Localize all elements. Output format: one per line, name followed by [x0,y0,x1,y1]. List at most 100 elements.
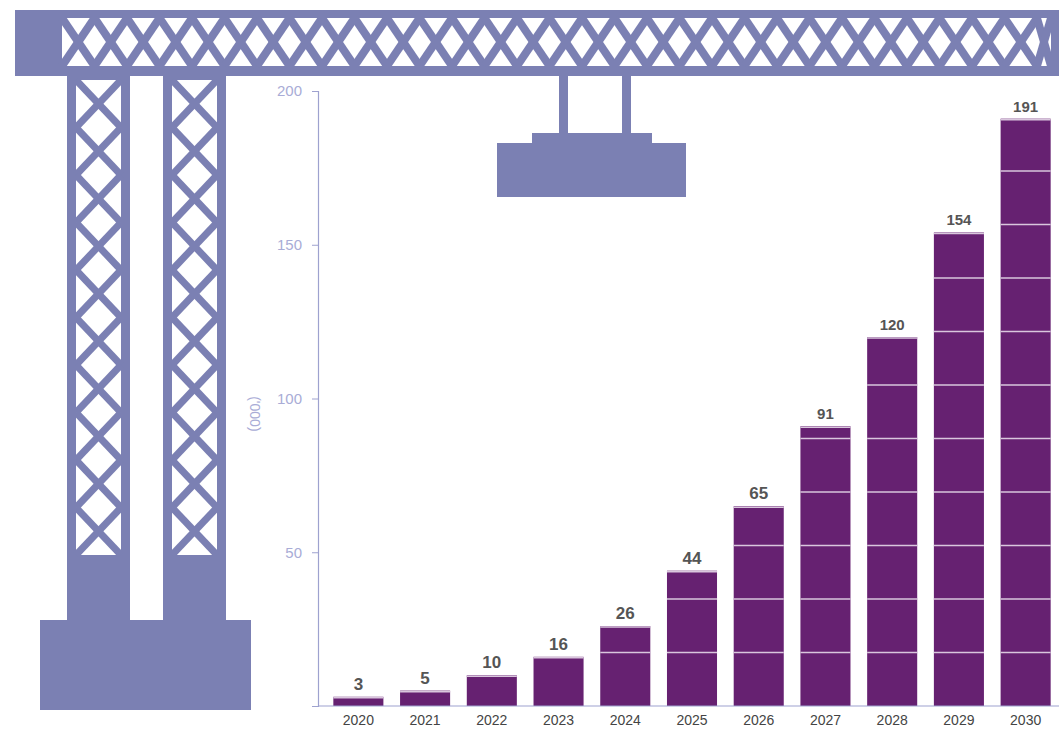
bars [333,119,1050,706]
bar [1001,119,1051,706]
bar-stripe [1001,545,1051,547]
crane-truss [172,80,217,128]
tick: 100 [277,390,318,407]
bar-stripe [734,506,784,508]
crane-truss [127,18,160,66]
crane-truss [420,18,453,66]
crane-truss [810,18,843,66]
crane-truss [76,128,121,176]
crane-truss [452,18,485,66]
crane-truss [257,18,290,66]
tick-label: 2025 [676,712,707,728]
crane-truss [172,508,217,556]
bar-stripe [667,598,717,600]
tick: 2025 [676,712,707,728]
tick: 2024 [610,712,641,728]
x-axis: 2020202120222023202420252026202720282029… [318,706,1059,728]
crane-truss [745,18,778,66]
tick-label: 2028 [877,712,908,728]
crane-truss [387,18,420,66]
data-label: 91 [817,405,834,422]
crane-truss [172,270,217,318]
tick-mark [312,91,318,92]
crane-truss [940,18,973,66]
tick-label: 2026 [743,712,774,728]
crane-truss [517,18,550,66]
crane-truss [257,18,290,66]
bar-stripe [1001,331,1051,333]
bar [867,337,917,706]
bar-stripe [1001,119,1051,121]
bar-stripe [934,491,984,493]
crane-truss [76,175,121,223]
crane-truss [76,365,121,413]
crane-cable [622,76,631,136]
crane-truss [485,18,518,66]
crane-truss [172,365,217,413]
tick-mark [312,399,318,400]
tick-label: 100 [277,390,302,407]
bar-stripe [934,545,984,547]
bar-stripe [867,545,917,547]
tick: 2020 [343,712,374,728]
crane-truss [647,18,680,66]
axis-title: ('000) [247,396,263,431]
bar-stripe [734,598,784,600]
bar-stripe [1001,224,1051,226]
crane-truss [192,18,225,66]
tick-label: 200 [277,82,302,99]
crane-beam-window [62,18,1051,66]
bar-stripe [800,426,850,428]
bar-stripe [867,384,917,386]
bar-stripe [934,233,984,235]
tick-label: 2022 [476,712,507,728]
bar [600,626,650,706]
crane-truss [160,18,193,66]
crane-truss [550,18,583,66]
crane-truss [582,18,615,66]
crane-truss [1005,18,1038,66]
crane-truss [1037,18,1051,66]
crane-truss [290,18,323,66]
tick-label: 50 [285,544,302,561]
tick-mark [312,552,318,553]
data-label: 191 [1013,98,1038,115]
crane-truss [712,18,745,66]
bar-stripe [400,691,450,693]
bar-stripe [867,652,917,654]
crane-truss [95,18,128,66]
tick: 2028 [877,712,908,728]
crane-truss [172,80,217,128]
bar [667,571,717,706]
tick: 2026 [743,712,774,728]
crane-truss [76,365,121,413]
crane-leg [163,76,226,626]
crane-truss [355,18,388,66]
crane-leg-window [172,80,217,555]
crane-base [40,620,251,710]
bar [534,657,584,706]
tick-label: 2021 [410,712,441,728]
crane-truss [225,18,258,66]
data-labels: 35101626446591120154191 [354,98,1039,694]
tick: 50 [285,544,318,561]
bar-stripe [800,438,850,440]
crane-truss [76,460,121,508]
crane-truss [225,18,258,66]
crane-truss [972,18,1005,66]
crane-truss [777,18,810,66]
bar-stripe [734,652,784,654]
crane-truss [810,18,843,66]
bar-stripe [467,676,517,678]
crane-truss [172,460,217,508]
crane-truss [842,18,875,66]
crane-truss [172,413,217,461]
crane-truss [172,318,217,366]
data-label: 44 [683,549,702,568]
crane-truss [172,508,217,556]
crane-truss [172,413,217,461]
bar-stripe [867,598,917,600]
crane-truss [615,18,648,66]
crane-truss [712,18,745,66]
crane-truss [777,18,810,66]
